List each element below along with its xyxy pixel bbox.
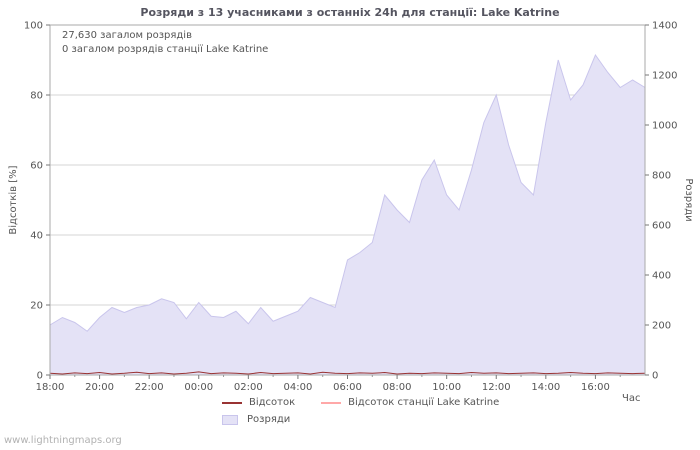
- discharges-area-series: [49, 53, 646, 376]
- chart-title: Розряди з 13 учасниками з останніх 24h д…: [140, 6, 560, 19]
- x-tick-label: 12:00: [482, 382, 511, 393]
- x-tick-label: 04:00: [284, 382, 313, 393]
- y-left-tick-label: 80: [30, 91, 43, 102]
- y-right-tick-label: 1200: [652, 71, 677, 82]
- y-right-tick-label: 1000: [652, 121, 677, 132]
- legend-row-lines: Відсоток Відсоток станції Lake Katrine: [222, 397, 525, 408]
- discharges-area-marker: [222, 414, 238, 425]
- legend-label-discharges: Розряди: [247, 414, 291, 425]
- x-axis-label: Час: [622, 393, 641, 404]
- x-tick-label: 08:00: [383, 382, 412, 393]
- watermark-link[interactable]: www.lightningmaps.org: [4, 435, 122, 446]
- total-discharges-annotation: 27,630 загалом розрядів: [62, 30, 192, 41]
- x-tick-label: 16:00: [581, 382, 610, 393]
- legend-row-area: Розряди: [222, 414, 525, 425]
- x-tick-label: 06:00: [333, 382, 362, 393]
- y-right-tick-label: 800: [652, 171, 671, 182]
- y-axis-label-left: Відсотків [%]: [8, 165, 19, 235]
- x-tick-label: 22:00: [135, 382, 164, 393]
- legend-label-station-percent: Відсоток станції Lake Katrine: [348, 397, 500, 408]
- station-percent-line-marker: [321, 401, 342, 404]
- legend-item-discharges: Розряди: [222, 414, 290, 425]
- legend-label-percent: Відсоток: [249, 397, 296, 408]
- y-right-tick-label: 600: [652, 221, 671, 232]
- x-tick-label: 20:00: [85, 382, 114, 393]
- y-right-tick-label: 0: [652, 371, 658, 382]
- y-left-tick-label: 100: [24, 21, 43, 32]
- y-left-tick-label: 20: [30, 301, 43, 312]
- y-left-tick-label: 0: [37, 371, 43, 382]
- y-left-tick-label: 60: [30, 161, 43, 172]
- x-tick-label: 18:00: [36, 382, 65, 393]
- y-right-tick-label: 400: [652, 271, 671, 282]
- station-discharges-annotation: 0 загалом розрядів станції Lake Katrine: [62, 44, 269, 55]
- percent-line-series: [49, 371, 646, 375]
- x-tick-label: 00:00: [184, 382, 213, 393]
- legend-item-percent: Відсоток: [222, 397, 295, 408]
- y-right-tick-label: 1400: [652, 21, 677, 32]
- y-right-tick-label: 200: [652, 321, 671, 332]
- legend: Відсоток Відсоток станції Lake Katrine Р…: [222, 397, 525, 431]
- percent-line-marker: [222, 401, 242, 404]
- y-left-tick-label: 40: [30, 231, 43, 242]
- x-tick-label: 10:00: [432, 382, 461, 393]
- legend-item-station-percent: Відсоток станції Lake Katrine: [321, 397, 499, 408]
- x-tick-label: 14:00: [531, 382, 560, 393]
- x-tick-label: 02:00: [234, 382, 263, 393]
- y-axis-label-right: Розряди: [683, 178, 694, 222]
